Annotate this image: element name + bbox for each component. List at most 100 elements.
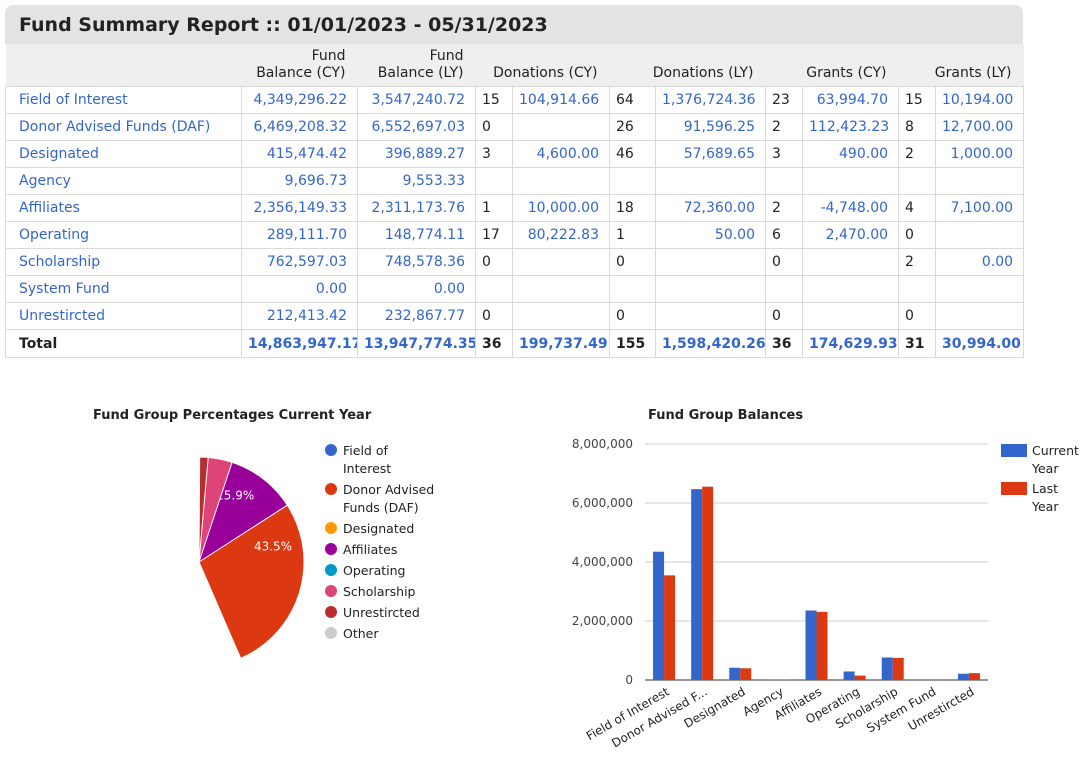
legend-label[interactable]: Scholarship (343, 584, 416, 599)
amount-link[interactable] (512, 167, 610, 195)
legend-label[interactable]: Donor Advised Funds (DAF) (343, 482, 434, 515)
bar-current-year[interactable] (843, 671, 855, 680)
amount-link[interactable]: 9,696.73 (241, 167, 358, 195)
bar-last-year[interactable] (854, 675, 866, 680)
amount-link[interactable]: 490.00 (801, 140, 900, 168)
bar-last-year[interactable] (892, 657, 904, 680)
amount-link[interactable]: 762,597.03 (241, 248, 358, 276)
legend-label[interactable]: Designated (343, 521, 414, 536)
amount-link[interactable]: 112,423.23 (801, 113, 900, 141)
amount-link[interactable] (512, 113, 610, 141)
amount-link[interactable]: 91,596.25 (655, 113, 766, 141)
amount-link[interactable]: 13,947,774.35 (357, 329, 476, 358)
fund-group-link[interactable]: System Fund (5, 275, 242, 303)
amount-link[interactable] (935, 302, 1025, 330)
amount-link[interactable]: 174,629.93 (801, 329, 900, 358)
amount-link[interactable] (801, 302, 900, 330)
amount-link[interactable]: 2,356,149.33 (241, 194, 358, 222)
fund-balance-ly-header[interactable]: Fund Balance (LY) (377, 48, 464, 81)
amount-link[interactable]: 3,547,240.72 (357, 86, 476, 114)
amount-link[interactable] (935, 275, 1025, 303)
amount-link[interactable] (935, 167, 1025, 195)
grants-ly-header[interactable]: Grants (LY) (934, 65, 1012, 81)
fund-group-link[interactable]: Agency (5, 167, 242, 195)
fund-balance-cy-header[interactable]: Fund Balance (CY) (256, 48, 346, 81)
amount-link[interactable]: 148,774.11 (357, 221, 476, 249)
legend-label[interactable]: Field of Interest (343, 443, 391, 476)
amount-link[interactable]: 748,578.36 (357, 248, 476, 276)
amount-link[interactable]: 415,474.42 (241, 140, 358, 168)
amount-link[interactable]: 289,111.70 (241, 221, 358, 249)
amount-link[interactable]: 0.00 (241, 275, 358, 303)
amount-link[interactable] (655, 275, 766, 303)
amount-link[interactable] (655, 167, 766, 195)
amount-link[interactable]: 0.00 (935, 248, 1025, 276)
amount-link[interactable]: 6,469,208.32 (241, 113, 358, 141)
amount-link[interactable]: 199,737.49 (512, 329, 610, 358)
amount-link[interactable] (801, 167, 900, 195)
donations-ly-header[interactable]: Donations (LY) (652, 65, 754, 81)
bar-last-year[interactable] (740, 668, 752, 680)
legend-label[interactable]: Operating (343, 563, 406, 578)
grants-cy-header[interactable]: Grants (CY) (806, 65, 887, 81)
bar-last-year[interactable] (702, 486, 714, 680)
bar-current-year[interactable] (729, 667, 741, 680)
fund-group-link[interactable]: Operating (5, 221, 242, 249)
fund-group-link[interactable]: Affiliates (5, 194, 242, 222)
amount-link[interactable]: 10,000.00 (512, 194, 610, 222)
amount-link[interactable]: 4,600.00 (512, 140, 610, 168)
pie-slice[interactable] (198, 456, 201, 563)
amount-link[interactable]: 2,311,173.76 (357, 194, 476, 222)
amount-link[interactable]: 14,863,947.17 (241, 329, 358, 358)
legend-label[interactable]: Current Year (1031, 443, 1079, 476)
bar-current-year[interactable] (805, 610, 817, 680)
fund-group-link[interactable]: Unrestircted (5, 302, 242, 330)
donations-cy-header[interactable]: Donations (CY) (493, 65, 598, 81)
amount-link[interactable]: 30,994.00 (935, 329, 1025, 358)
legend-label[interactable]: Other (343, 626, 379, 641)
fund-group-link[interactable]: Donor Advised Funds (DAF) (5, 113, 242, 141)
amount-link[interactable]: 1,000.00 (935, 140, 1025, 168)
amount-link[interactable]: 7,100.00 (935, 194, 1025, 222)
amount-link[interactable]: 2,470.00 (801, 221, 900, 249)
amount-link[interactable]: 212,413.42 (241, 302, 358, 330)
amount-link[interactable]: 396,889.27 (357, 140, 476, 168)
amount-link[interactable]: 104,914.66 (512, 86, 610, 114)
amount-link[interactable] (512, 302, 610, 330)
amount-link[interactable]: 12,700.00 (935, 113, 1025, 141)
legend-label[interactable]: Affiliates (343, 542, 397, 557)
amount-link[interactable]: 4,349,296.22 (241, 86, 358, 114)
amount-link[interactable] (801, 275, 900, 303)
fund-group-link[interactable]: Scholarship (5, 248, 242, 276)
amount-link[interactable]: 9,553.33 (357, 167, 476, 195)
amount-link[interactable]: 63,994.70 (801, 86, 900, 114)
amount-link[interactable] (512, 275, 610, 303)
bar-current-year[interactable] (691, 489, 703, 680)
amount-link[interactable]: -4,748.00 (801, 194, 900, 222)
amount-link[interactable] (935, 221, 1025, 249)
amount-link[interactable]: 50.00 (655, 221, 766, 249)
legend-label[interactable]: Last Year (1031, 481, 1059, 514)
bar-current-year[interactable] (881, 657, 893, 680)
bar-last-year[interactable] (664, 575, 676, 680)
amount-link[interactable]: 10,194.00 (935, 86, 1025, 114)
amount-link[interactable] (512, 248, 610, 276)
amount-link[interactable]: 0.00 (357, 275, 476, 303)
amount-link[interactable]: 1,376,724.36 (655, 86, 766, 114)
legend-label[interactable]: Unrestircted (343, 605, 420, 620)
amount-link[interactable] (655, 248, 766, 276)
bar-current-year[interactable] (653, 551, 665, 680)
bar-last-year[interactable] (968, 673, 980, 680)
amount-link[interactable]: 232,867.77 (357, 302, 476, 330)
amount-link[interactable] (801, 248, 900, 276)
amount-link[interactable]: 1,598,420.26 (655, 329, 766, 358)
fund-group-link[interactable]: Field of Interest (5, 86, 242, 114)
amount-link[interactable]: 57,689.65 (655, 140, 766, 168)
amount-link[interactable] (655, 302, 766, 330)
amount-link[interactable]: 80,222.83 (512, 221, 610, 249)
fund-group-link[interactable]: Designated (5, 140, 242, 168)
amount-link[interactable]: 6,552,697.03 (357, 113, 476, 141)
bar-current-year[interactable] (957, 673, 969, 680)
bar-last-year[interactable] (816, 611, 828, 680)
amount-link[interactable]: 72,360.00 (655, 194, 766, 222)
